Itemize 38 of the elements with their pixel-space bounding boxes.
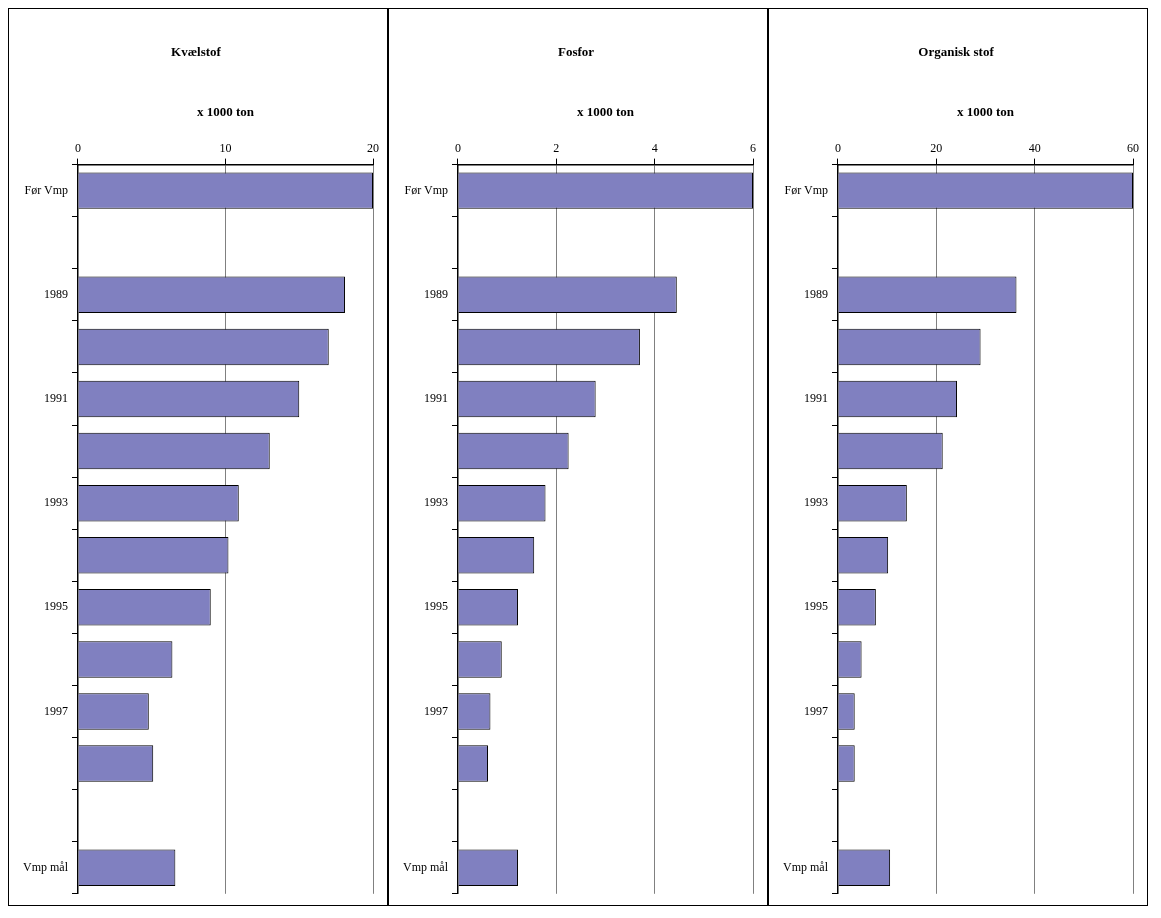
y-tick-label: 1995 [423,599,448,614]
y-tick-label: 1991 [423,391,448,406]
x-tick-label: 40 [1028,140,1041,155]
y-tick-label: 1997 [43,703,68,718]
x-tick-label: 20 [367,140,379,155]
x-tick-label: 6 [750,140,756,155]
y-tick-label: 1993 [803,495,828,510]
y-tick-label: 1995 [803,599,828,614]
y-tick-label: 1991 [803,391,828,406]
x-tick-label: 4 [651,140,658,155]
y-tick-label: 1993 [43,495,68,510]
y-tick-label: 1997 [423,703,448,718]
x-tick-label: 60 [1127,140,1139,155]
y-tick-label: Før Vmp [24,182,68,197]
y-tick-label: 1995 [43,599,68,614]
y-tick-label: Vmp mål [402,859,449,874]
x-axis-title: x 1000 ton [956,103,1015,119]
y-tick-label: 1989 [423,286,448,301]
x-tick-label: 20 [930,140,943,155]
y-tick-label: Vmp mål [22,859,69,874]
y-tick-label: 1989 [803,286,828,301]
x-axis-title: x 1000 ton [196,103,255,119]
chart-title: Kvælstof [171,44,222,60]
x-tick-label: 0 [834,140,841,155]
y-tick-label: Før Vmp [404,182,448,197]
x-axis-title: x 1000 ton [576,103,635,119]
chart-title: Organisk stof [918,44,995,60]
x-tick-label: 10 [219,140,232,155]
chart-title: Fosfor [557,44,595,60]
y-tick-label: 1997 [803,703,828,718]
y-tick-label: 1991 [43,391,68,406]
x-tick-label: 0 [74,140,81,155]
y-tick-label: Vmp mål [782,859,829,874]
y-tick-label: 1989 [43,286,68,301]
y-tick-label: 1993 [423,495,448,510]
y-tick-label: Før Vmp [784,182,828,197]
x-tick-label: 2 [553,140,560,155]
x-tick-label: 0 [454,140,461,155]
